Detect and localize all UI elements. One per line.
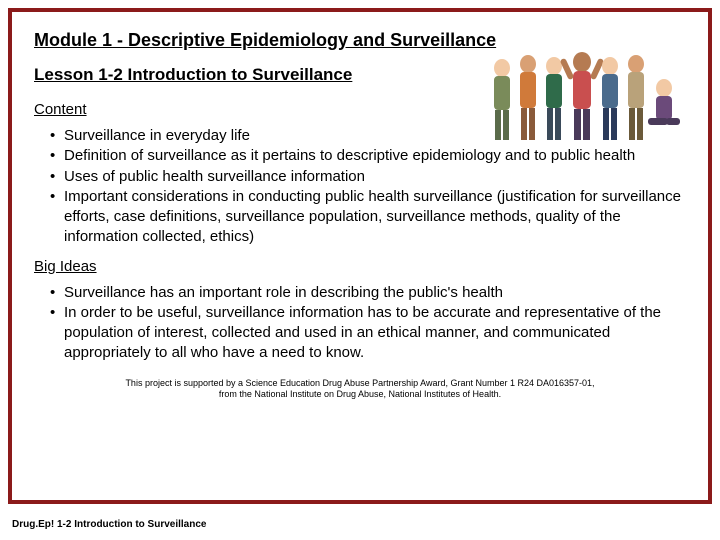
slide-frame: Module 1 - Descriptive Epidemiology and … — [8, 8, 712, 504]
support-line1: This project is supported by a Science E… — [125, 378, 594, 388]
content-bullet: Important considerations in conducting p… — [50, 187, 686, 248]
big-ideas-list: Surveillance has an important role in de… — [34, 283, 686, 364]
big-ideas-bullet: Surveillance has an important role in de… — [50, 283, 686, 303]
big-ideas-heading: Big Ideas — [34, 258, 686, 275]
slide-footer: Drug.Ep! 1-2 Introduction to Surveillanc… — [12, 519, 206, 530]
support-text: This project is supported by a Science E… — [34, 378, 686, 401]
support-line2: from the National Institute on Drug Abus… — [219, 389, 501, 399]
content-bullet: Definition of surveillance as it pertain… — [50, 146, 686, 166]
big-ideas-bullet: In order to be useful, surveillance info… — [50, 303, 686, 364]
content-bullet: Surveillance in everyday life — [50, 126, 686, 146]
content-bullet: Uses of public health surveillance infor… — [50, 167, 686, 187]
content-list: Surveillance in everyday life Definition… — [34, 126, 686, 248]
